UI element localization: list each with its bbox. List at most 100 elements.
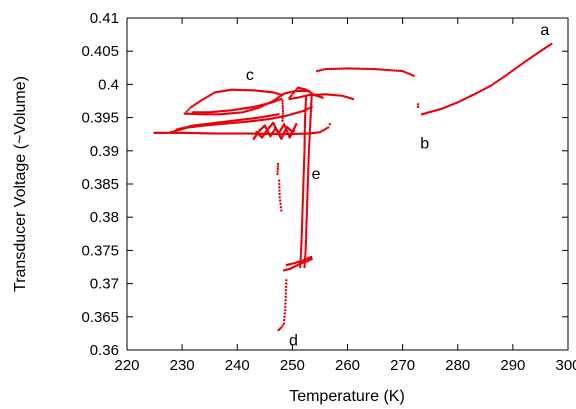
data-point <box>304 104 307 108</box>
data-point <box>301 204 304 207</box>
data-point <box>300 231 303 235</box>
data-point <box>303 126 307 129</box>
data-point <box>305 219 308 223</box>
data-point <box>244 88 247 92</box>
data-point <box>304 97 308 100</box>
data-point <box>302 171 305 174</box>
data-point <box>307 145 311 149</box>
data-point <box>307 155 310 158</box>
data-point <box>305 89 309 93</box>
data-point <box>299 89 302 93</box>
data-point <box>306 184 309 188</box>
data-point <box>191 111 195 114</box>
data-point <box>307 167 310 170</box>
data-point <box>278 196 281 199</box>
data-point <box>235 132 238 135</box>
data-point <box>204 113 207 116</box>
data-point <box>399 69 402 73</box>
data-point <box>237 132 240 135</box>
data-point <box>304 235 308 238</box>
data-point <box>303 130 307 133</box>
data-point <box>306 173 310 176</box>
data-point <box>303 116 307 119</box>
data-point <box>299 253 303 256</box>
y-tick-label: 0.41 <box>90 10 119 27</box>
data-point <box>206 111 210 114</box>
data-point <box>412 74 415 77</box>
data-point <box>381 68 385 71</box>
data-point <box>284 299 287 302</box>
data-point <box>304 251 307 254</box>
data-point <box>310 100 313 104</box>
data-point <box>297 89 300 93</box>
data-point <box>304 99 308 102</box>
data-point <box>277 328 280 332</box>
data-point <box>279 206 283 209</box>
data-point <box>219 113 222 116</box>
data-point <box>203 111 206 114</box>
data-point <box>240 88 244 92</box>
x-axis-label: Temperature (K) <box>289 388 405 405</box>
data-point <box>303 135 306 139</box>
data-point <box>352 67 355 70</box>
data-point <box>305 206 309 209</box>
data-point <box>387 68 391 72</box>
data-point <box>305 221 308 225</box>
data-point <box>344 67 347 70</box>
data-point <box>278 189 281 192</box>
data-point <box>373 67 377 71</box>
data-points <box>153 42 553 332</box>
data-point <box>233 132 237 135</box>
data-point <box>308 130 312 133</box>
y-tick-label: 0.385 <box>81 176 119 193</box>
data-point <box>281 114 284 118</box>
data-point <box>328 67 331 71</box>
data-point <box>285 282 288 285</box>
y-axis: 0.360.3650.370.3750.380.3850.390.3950.40… <box>81 10 568 359</box>
data-point <box>340 67 343 70</box>
data-point <box>303 151 306 154</box>
x-tick-label: 250 <box>280 357 305 374</box>
data-point <box>303 139 306 143</box>
data-point <box>284 302 287 305</box>
data-point <box>301 206 304 209</box>
data-point <box>278 199 282 202</box>
data-point <box>207 113 211 116</box>
data-point <box>305 210 309 213</box>
data-point <box>301 210 304 213</box>
data-point <box>300 241 303 244</box>
data-point <box>200 113 204 116</box>
data-point <box>304 241 308 244</box>
data-point <box>278 186 281 189</box>
data-point <box>322 68 325 71</box>
data-point <box>308 124 312 127</box>
data-point <box>205 113 209 116</box>
data-point <box>305 223 308 227</box>
data-point <box>302 184 305 188</box>
data-point <box>304 239 308 242</box>
data-point <box>301 192 305 195</box>
data-point <box>308 139 311 143</box>
data-point <box>321 96 324 99</box>
data-point <box>218 132 222 135</box>
data-point <box>389 69 393 72</box>
annotation-a: a <box>540 22 549 39</box>
data-point <box>300 219 304 223</box>
data-point <box>284 285 288 289</box>
data-point <box>303 263 306 267</box>
data-point <box>517 64 521 68</box>
data-point <box>304 243 307 246</box>
data-point <box>304 89 307 93</box>
data-point <box>235 88 239 92</box>
y-axis-label: Transducer Voltage (~Volume) <box>12 76 29 292</box>
data-point <box>303 137 306 141</box>
data-point <box>309 110 313 114</box>
data-point <box>336 67 339 70</box>
data-point <box>307 159 310 162</box>
data-point <box>301 198 305 201</box>
data-point <box>406 72 410 75</box>
data-point <box>308 135 311 139</box>
y-tick-label: 0.4 <box>98 76 119 93</box>
data-point <box>222 132 225 135</box>
